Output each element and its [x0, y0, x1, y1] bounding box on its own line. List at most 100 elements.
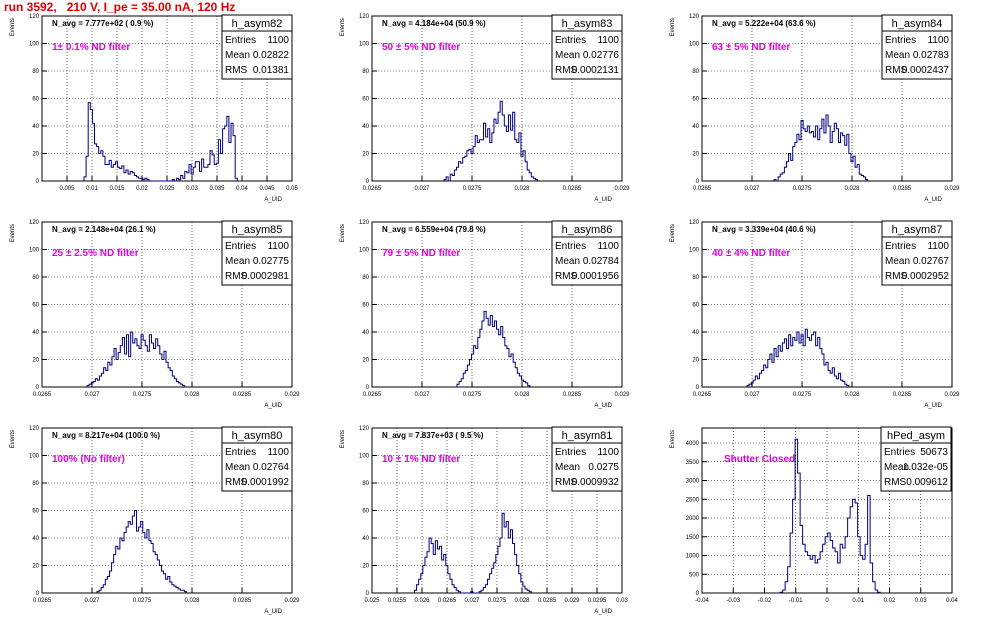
histogram-title: h_asym82: [232, 18, 283, 30]
x-tick-label: 0.04: [236, 186, 248, 192]
x-axis-label: A_UID: [264, 197, 282, 203]
histogram-panel: 0.0265 0.027 0.0275 0.028 0.0285 0.029 0 20 40 60…: [660, 216, 990, 422]
y-tick-label: 100: [359, 248, 370, 254]
histogram-panel: 0.0265 0.027 0.0275 0.028 0.0285 0.029 0 20 40 60…: [0, 216, 330, 422]
stats-rms-value: 0.0002952: [902, 271, 950, 282]
stats-rms-name: RMS: [885, 271, 908, 282]
stats-rms-name: RMS: [225, 65, 248, 76]
stats-entries-value: 1100: [597, 447, 619, 458]
x-tick-label: 0.0285: [233, 598, 252, 604]
stats-entries-name: Entries: [555, 447, 586, 458]
x-tick-label: 0.0265: [33, 392, 52, 398]
stats-box: [551, 236, 623, 286]
x-tick-label: 0.04: [946, 598, 958, 604]
y-tick-label: 80: [362, 69, 369, 75]
stats-rms-value: 0.0002131: [572, 65, 620, 76]
y-axis-label: Events: [670, 18, 676, 36]
x-tick-label: 0.03: [616, 598, 628, 604]
stats-mean-name: Mean: [885, 50, 910, 61]
x-tick-label: 0.0275: [133, 598, 152, 604]
y-tick-label: 100: [29, 42, 40, 48]
y-tick-label: 40: [32, 536, 39, 542]
y-axis-label: Events: [340, 430, 346, 448]
stats-rms-value: 0.0002437: [902, 65, 950, 76]
stats-mean-value: 0.02783: [913, 50, 950, 61]
histogram-series: [456, 310, 531, 387]
y-axis-label: Events: [10, 430, 16, 448]
stats-rms-value: 0.0001992: [242, 477, 290, 488]
n-avg-label: N_avg = 5.222e+04 (63.6 %): [712, 19, 816, 28]
stats-mean-name: Mean: [555, 462, 580, 473]
x-tick-label: 0.027: [84, 392, 100, 398]
histogram-series: [443, 100, 539, 182]
stats-rms-name: RMS: [555, 477, 578, 488]
x-tick-label: 0.0265: [438, 598, 457, 604]
y-tick-label: 100: [359, 454, 370, 460]
histogram-panel: 0.0265 0.027 0.0275 0.028 0.0285 0.029 0 20 40 60…: [330, 216, 660, 422]
n-avg-label: N_avg = 3.339e+04 (40.6 %): [712, 225, 816, 234]
x-tick-label: 0.0285: [563, 186, 582, 192]
y-tick-label: 20: [32, 152, 39, 158]
histogram-series: [86, 331, 186, 387]
y-tick-label: 100: [689, 248, 700, 254]
y-tick-label: 80: [692, 275, 699, 281]
y-axis-label: Events: [340, 18, 346, 36]
stats-box: [880, 442, 952, 492]
stats-box: [221, 236, 293, 286]
x-tick-label: 0.0285: [538, 598, 557, 604]
y-tick-label: 1500: [686, 535, 700, 541]
histogram-title: h_asym84: [892, 18, 943, 30]
x-tick-label: 0.029: [284, 598, 300, 604]
histogram-svg: 0.0265 0.027 0.0275 0.028 0.0285 0.029 0 20 40 60…: [340, 220, 630, 409]
y-tick-label: 80: [692, 69, 699, 75]
x-tick-label: 0.01: [852, 598, 864, 604]
stats-rms-name: RMS: [555, 65, 578, 76]
stats-entries-value: 1100: [927, 241, 949, 252]
y-tick-label: 60: [362, 303, 369, 309]
y-tick-label: 40: [362, 124, 369, 130]
stats-rms-name: RMS: [884, 477, 907, 488]
x-tick-label: 0.0285: [233, 392, 252, 398]
histogram-title: hPed_asym: [887, 430, 945, 442]
y-tick-label: 120: [359, 426, 370, 432]
y-tick-label: 100: [359, 42, 370, 48]
stats-rms-value: 0.0009932: [572, 477, 620, 488]
x-tick-label: 0.027: [464, 598, 480, 604]
stats-entries-value: 50673: [920, 447, 948, 458]
histogram-panel: -0.04 -0.03 -0.02 -0.01 0 0.01 0.02 0.03 0.04 0 50…: [660, 422, 990, 628]
n-avg-label: N_avg = 8.217e+04 (100.0 %): [52, 431, 160, 440]
filter-label: 100% (No filter): [52, 454, 125, 465]
x-axis-label: A_UID: [264, 609, 282, 615]
stats-box: [551, 442, 623, 492]
histogram-svg: 0.025 0.0255 0.026 0.0265 0.027 0.0275 0.028 0.…: [340, 426, 628, 615]
histogram-series: [96, 510, 187, 593]
stats-rms-name: RMS: [225, 271, 248, 282]
y-axis-label: Events: [10, 224, 16, 242]
stats-box: [881, 236, 953, 286]
y-tick-label: 20: [362, 564, 369, 570]
histogram-svg: 0.0265 0.027 0.0275 0.028 0.0285 0.029 0 20 40 60…: [10, 220, 300, 409]
filter-label: 79 ± 5% ND filter: [382, 248, 460, 259]
x-tick-label: 0.029: [614, 392, 630, 398]
y-tick-label: 120: [359, 14, 370, 20]
y-tick-label: 20: [692, 358, 699, 364]
y-tick-label: 0: [696, 385, 700, 391]
y-tick-label: 80: [32, 275, 39, 281]
y-tick-label: 20: [692, 152, 699, 158]
x-tick-label: 0.005: [59, 186, 75, 192]
stats-rms-value: 0.0002981: [242, 271, 290, 282]
y-tick-label: 120: [29, 220, 40, 226]
histogram-svg: 0.0265 0.027 0.0275 0.028 0.0285 0.029 0 20 40 60…: [340, 14, 630, 203]
y-axis-label: Events: [10, 18, 16, 36]
stats-mean-value: 0.02767: [913, 256, 950, 267]
x-axis-label: A_UID: [594, 403, 612, 409]
x-tick-label: 0.027: [744, 186, 760, 192]
stats-entries-name: Entries: [885, 241, 916, 252]
filter-label: 25 ± 2.5% ND filter: [52, 248, 139, 259]
y-tick-label: 40: [32, 124, 39, 130]
stats-entries-name: Entries: [225, 447, 256, 458]
y-tick-label: 3500: [686, 460, 700, 466]
y-tick-label: 4000: [686, 441, 700, 447]
y-tick-label: 2500: [686, 497, 700, 503]
stats-entries-value: 1100: [597, 241, 619, 252]
